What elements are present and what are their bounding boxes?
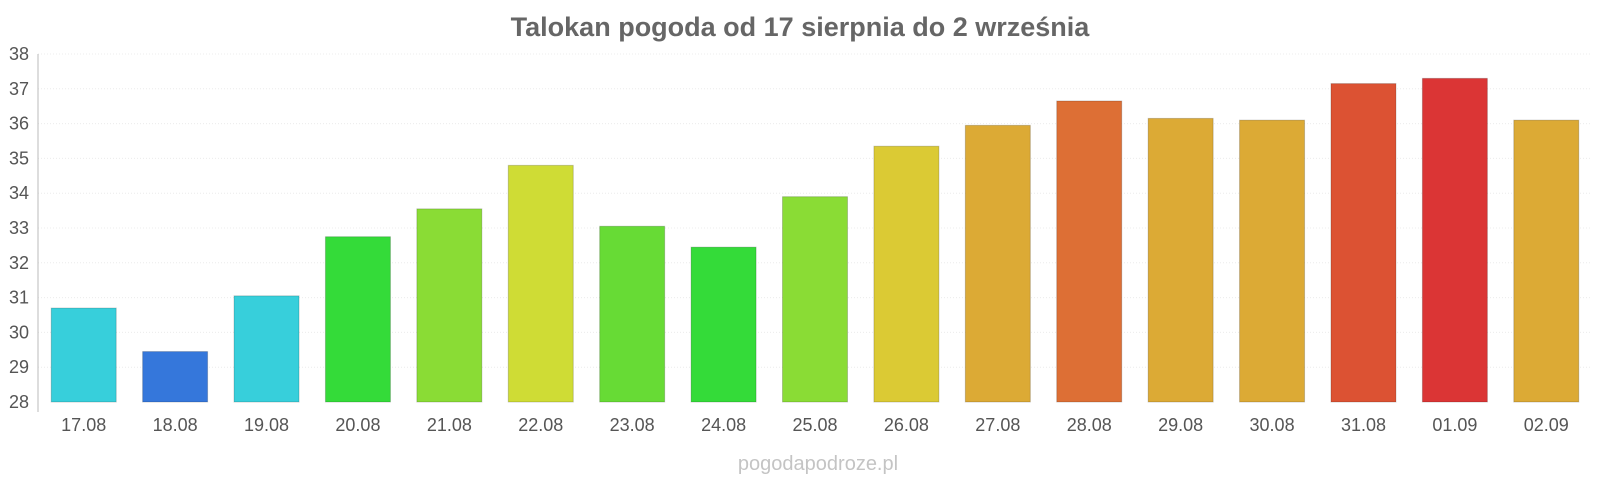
x-tick-label: 23.08 [610,415,655,435]
x-tick-label: 27.08 [975,415,1020,435]
x-tick-label: 28.08 [1067,415,1112,435]
bar-28.08 [1056,100,1123,403]
x-tick-label: 19.08 [244,415,289,435]
y-tick-label: 29 [9,357,29,377]
x-tick-label: 17.08 [61,415,106,435]
x-tick-label: 18.08 [153,415,198,435]
bar-27.08 [964,124,1031,403]
y-tick-label: 32 [9,253,29,273]
bar-19.08 [233,295,300,403]
x-tick-label: 31.08 [1341,415,1386,435]
x-tick-label: 02.09 [1524,415,1569,435]
x-tick-label: 24.08 [701,415,746,435]
bar-17.08 [50,307,117,403]
watermark: pogodapodroze.pl [738,453,898,475]
bars [50,77,1580,403]
x-tick-label: 30.08 [1250,415,1295,435]
bar-22.08 [507,164,574,403]
y-tick-label: 35 [9,148,29,168]
bar-31.08 [1330,83,1397,403]
y-tick-label: 33 [9,218,29,238]
bar-25.08 [782,196,848,403]
x-tick-label: 21.08 [427,415,472,435]
bar-30.08 [1239,119,1306,403]
y-tick-label: 37 [9,79,29,99]
y-tick-label: 31 [9,288,29,308]
bar-02.09 [1513,119,1580,403]
x-tick-label: 01.09 [1432,415,1477,435]
x-tick-label: 26.08 [884,415,929,435]
y-axis: 28 29 30 31 32 33 34 35 36 37 38 [9,44,39,412]
bar-01.09 [1421,77,1488,403]
x-tick-label: 25.08 [792,415,837,435]
chart-title: Talokan pogoda od 17 sierpnia do 2 wrześ… [511,12,1091,42]
bar-24.08 [690,246,757,403]
bar-18.08 [142,351,209,403]
bar-21.08 [416,208,483,403]
x-axis: 17.08 18.08 19.08 20.08 21.08 22.08 23.08 24.08… [61,415,1569,435]
bar-26.08 [873,145,940,403]
bar-23.08 [599,225,666,403]
y-tick-label: 28 [9,392,29,412]
y-tick-label: 34 [9,183,29,203]
bar-20.08 [324,236,391,403]
bar-29.08 [1147,117,1214,403]
x-tick-label: 20.08 [335,415,380,435]
x-tick-label: 29.08 [1158,415,1203,435]
x-tick-label: 22.08 [518,415,563,435]
y-tick-label: 30 [9,322,29,342]
y-tick-label: 38 [9,44,29,64]
y-tick-label: 36 [9,114,29,134]
